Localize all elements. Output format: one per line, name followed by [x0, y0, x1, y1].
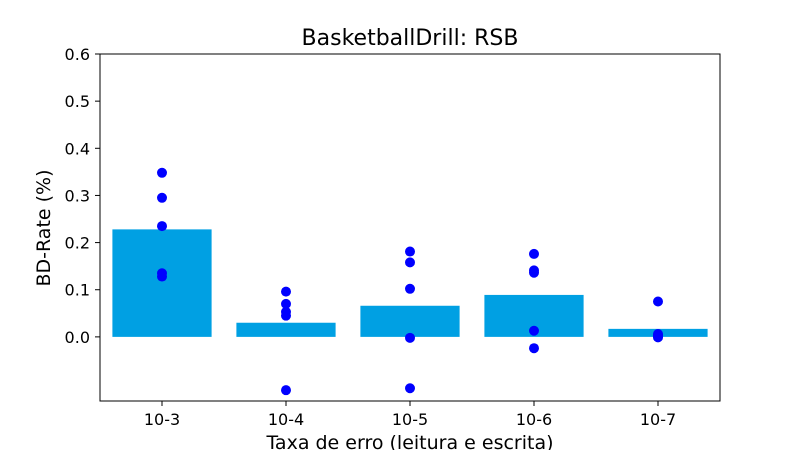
point-10-5-5: [405, 383, 415, 394]
y-axis-ticks: 0.0 0.1 0.2 0.3 0.4 0.5 0.6: [65, 45, 100, 347]
point-10-5-4: [405, 332, 415, 343]
y-tick-label: 0.1: [65, 281, 90, 300]
y-tick-label: 0.6: [65, 45, 90, 64]
y-axis-label: BD-Rate (%): [33, 169, 55, 286]
y-tick-label: 0.2: [65, 234, 90, 253]
point-10-4-1: [281, 286, 291, 297]
y-tick-label: 0.0: [65, 328, 90, 347]
point-10-6-4: [529, 325, 539, 336]
point-10-4-4: [281, 310, 291, 321]
x-tick-label: 10-5: [392, 410, 428, 429]
point-10-3-2: [157, 192, 167, 203]
point-10-3-3: [157, 221, 167, 232]
bar-10-3: [112, 229, 212, 337]
x-tick-label: 10-3: [144, 410, 180, 429]
bar-10-4: [236, 322, 336, 337]
point-10-5-3: [405, 283, 415, 294]
point-10-7-1: [653, 296, 663, 307]
points-group: [157, 167, 663, 396]
point-10-6-1: [529, 248, 539, 259]
x-tick-label: 10-6: [516, 410, 552, 429]
point-10-5-2: [405, 257, 415, 268]
point-10-3-5: [157, 271, 167, 282]
bar-10-5: [360, 305, 460, 337]
y-tick-label: 0.3: [65, 186, 90, 205]
x-tick-label: 10-4: [268, 410, 304, 429]
point-10-5-1: [405, 246, 415, 257]
x-axis-ticks: 10-3 10-4 10-5 10-6 10-7: [144, 401, 676, 429]
point-10-4-5: [281, 385, 291, 396]
point-10-6-3: [529, 267, 539, 278]
point-10-7-5: [653, 332, 663, 343]
bars-group: [112, 229, 708, 337]
x-axis-label: Taxa de erro (leitura e escrita): [265, 432, 553, 450]
y-tick-label: 0.5: [65, 92, 90, 111]
chart-title: BasketballDrill: RSB: [302, 26, 519, 51]
point-10-3-1: [157, 167, 167, 178]
y-tick-label: 0.4: [65, 139, 90, 158]
plot-frame: [99, 53, 721, 402]
point-10-4-2: [281, 298, 291, 309]
x-tick-label: 10-7: [640, 410, 676, 429]
point-10-6-5: [529, 343, 539, 354]
